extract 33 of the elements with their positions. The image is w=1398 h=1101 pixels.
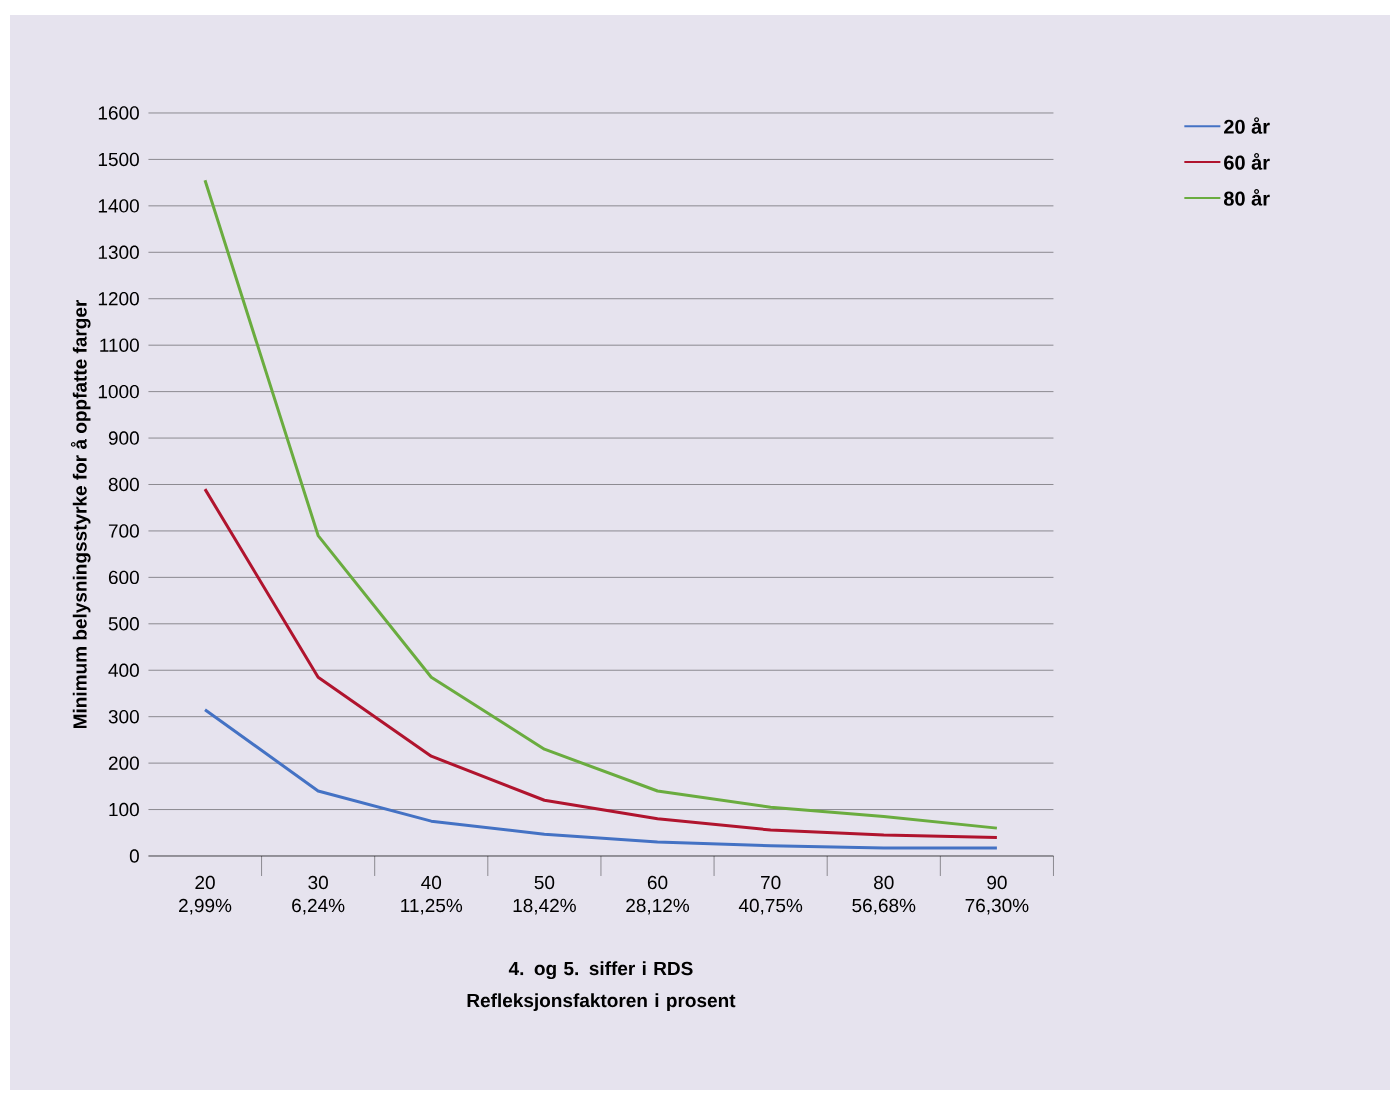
x-tick-label: 70 40,75% bbox=[738, 875, 803, 915]
y-tick-label: 200 bbox=[108, 756, 139, 770]
line-series bbox=[203, 178, 999, 830]
y-tick-label: 1200 bbox=[98, 292, 139, 306]
y-tick-label: 600 bbox=[108, 570, 139, 585]
x-tick-label: 50 18,42% bbox=[513, 875, 576, 915]
y-tick-label: 1600 bbox=[98, 106, 139, 120]
x-tick-label: 20 2,99% bbox=[179, 875, 232, 915]
y-tick-label: 900 bbox=[108, 431, 139, 445]
legend-label: 60 år bbox=[1224, 153, 1270, 170]
y-tick-label: 300 bbox=[108, 709, 139, 724]
y-tick-label: 1100 bbox=[100, 338, 139, 352]
y-tick-label: 700 bbox=[108, 524, 139, 538]
y-tick-label: 1000 bbox=[98, 384, 139, 399]
y-axis-title: Minimum belysningsstyrke for å oppfatte farger bbox=[70, 299, 91, 729]
y-tick-label: 0 bbox=[129, 849, 139, 863]
legend-label: 20 år bbox=[1224, 117, 1270, 134]
x-tick-label: 40 11,25% bbox=[401, 875, 463, 915]
y-tick-label: 1300 bbox=[98, 245, 139, 260]
y-tick-label: 500 bbox=[108, 617, 139, 631]
line-series bbox=[203, 708, 999, 850]
x-tick-label: 60 28,12% bbox=[626, 875, 690, 915]
y-tick-label: 1500 bbox=[98, 152, 139, 167]
x-tick-label: 30 6,24% bbox=[292, 875, 345, 915]
legend-label: 80 år bbox=[1223, 189, 1270, 206]
y-tick-label: 1400 bbox=[98, 199, 139, 213]
x-tick-label: 80 56,68% bbox=[852, 875, 916, 915]
y-tick-label: 400 bbox=[108, 663, 139, 677]
x-axis-title: 4. og 5. siffer i RDS Refleksjonsfaktoren i prosent bbox=[467, 961, 736, 1012]
line-series bbox=[203, 487, 999, 839]
y-tick-label: 800 bbox=[108, 477, 139, 492]
x-tick-label: 90 76,30% bbox=[965, 875, 1029, 915]
y-tick-label: 100 bbox=[109, 802, 139, 817]
